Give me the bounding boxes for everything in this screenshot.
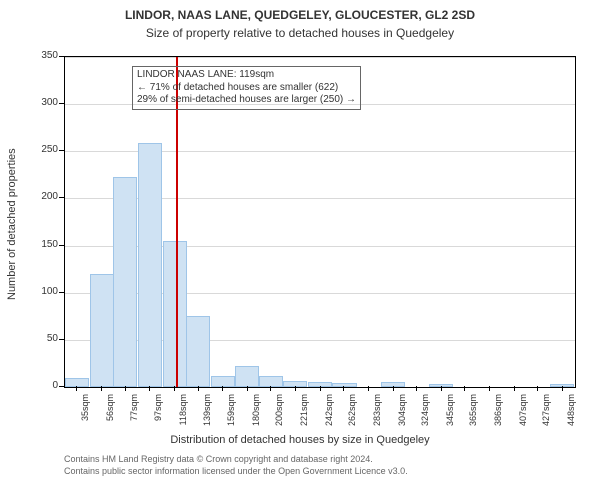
y-tick-label: 0 [28,380,58,391]
x-tick-label: 407sqm [518,394,528,434]
x-tick-mark [247,386,248,391]
page-title-1: LINDOR, NAAS LANE, QUEDGELEY, GLOUCESTER… [0,8,600,22]
x-tick-mark [149,386,150,391]
x-tick-label: 242sqm [324,394,334,434]
page-title-2: Size of property relative to detached ho… [0,26,600,40]
footnote-2: Contains public sector information licen… [64,466,408,478]
y-tick-label: 200 [28,191,58,202]
x-tick-label: 221sqm [299,394,309,434]
x-tick-label: 262sqm [347,394,357,434]
x-tick-mark [198,386,199,391]
y-tick-label: 250 [28,144,58,155]
y-tick-label: 50 [28,333,58,344]
histogram-bar [138,143,162,387]
histogram-bar [211,376,235,387]
histogram-bar [90,274,114,387]
histogram-bar [186,316,210,387]
x-tick-label: 139sqm [202,394,212,434]
x-tick-label: 56sqm [105,394,115,434]
x-tick-mark [562,386,563,391]
x-tick-label: 77sqm [129,394,139,434]
x-tick-mark [295,386,296,391]
y-tick-mark [59,339,64,340]
x-tick-label: 365sqm [468,394,478,434]
x-tick-label: 345sqm [445,394,455,434]
y-axis-label: Number of detached properties [6,148,18,300]
annot-line3: 29% of semi-detached houses are larger (… [137,94,356,107]
x-tick-mark [368,386,369,391]
x-tick-mark [76,386,77,391]
y-tick-mark [59,56,64,57]
x-tick-label: 386sqm [493,394,503,434]
x-tick-mark [514,386,515,391]
y-tick-mark [59,386,64,387]
x-tick-label: 427sqm [541,394,551,434]
y-tick-label: 350 [28,50,58,61]
gridline [65,57,575,58]
y-tick-mark [59,245,64,246]
x-tick-label: 324sqm [420,394,430,434]
y-tick-label: 150 [28,239,58,250]
y-tick-mark [59,103,64,104]
x-axis-label: Distribution of detached houses by size … [0,434,600,446]
histogram-bar [65,378,89,387]
x-tick-mark [441,386,442,391]
x-tick-label: 118sqm [178,394,188,434]
footnote-1: Contains HM Land Registry data © Crown c… [64,454,373,466]
x-tick-label: 304sqm [397,394,407,434]
x-tick-label: 448sqm [566,394,576,434]
x-tick-mark [222,386,223,391]
x-tick-mark [416,386,417,391]
x-tick-label: 180sqm [251,394,261,434]
histogram-bar [332,383,356,387]
x-tick-mark [343,386,344,391]
annot-line1: LINDOR NAAS LANE: 119sqm [137,69,356,82]
annot-line2: ← 71% of detached houses are smaller (62… [137,82,356,95]
x-tick-mark [393,386,394,391]
x-tick-mark [537,386,538,391]
x-tick-label: 283sqm [372,394,382,434]
y-tick-label: 100 [28,286,58,297]
x-tick-mark [174,386,175,391]
y-tick-mark [59,150,64,151]
x-tick-mark [489,386,490,391]
histogram-bar [235,366,259,387]
x-tick-label: 159sqm [226,394,236,434]
histogram-bar [259,376,283,387]
histogram-bar [113,177,137,387]
y-tick-label: 300 [28,97,58,108]
x-tick-mark [125,386,126,391]
x-tick-label: 35sqm [80,394,90,434]
reference-annotation: LINDOR NAAS LANE: 119sqm ← 71% of detach… [132,66,361,110]
x-tick-label: 97sqm [153,394,163,434]
x-tick-mark [270,386,271,391]
x-tick-label: 200sqm [274,394,284,434]
y-tick-mark [59,292,64,293]
x-tick-mark [320,386,321,391]
y-tick-mark [59,197,64,198]
x-tick-mark [101,386,102,391]
x-tick-mark [464,386,465,391]
